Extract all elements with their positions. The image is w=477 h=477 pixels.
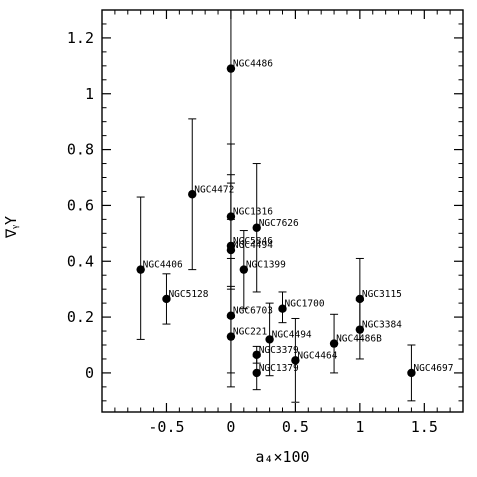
data-point <box>265 335 274 344</box>
point-label: NGC7626 <box>259 218 299 229</box>
data-point <box>226 64 236 73</box>
plot-frame <box>101 9 464 413</box>
point-label: NGC4494 <box>233 240 273 251</box>
y-tick-label: 1.2 <box>67 29 94 47</box>
x-tick-label: 1 <box>355 418 364 436</box>
point-label: NGC221 <box>233 327 268 338</box>
point-label: NGC1700 <box>285 299 325 310</box>
points-layer <box>136 64 416 378</box>
data-point <box>226 332 236 341</box>
x-tick-label: 0.5 <box>282 418 309 436</box>
data-point <box>329 339 339 348</box>
point-label: NGC6703 <box>233 306 273 317</box>
point-label: NGC1316 <box>233 207 273 218</box>
point-label: NGC4472 <box>194 184 234 195</box>
point-label: NGC3384 <box>362 320 402 331</box>
x-tick-label: -0.5 <box>148 418 184 436</box>
y-axis-label: ∇ᵧΥ <box>2 216 20 239</box>
data-point <box>355 325 365 334</box>
data-point <box>226 311 236 320</box>
x-tick-label: 1.5 <box>411 418 438 436</box>
data-point <box>226 245 236 255</box>
data-point <box>239 265 249 274</box>
data-point <box>188 190 197 199</box>
point-labels-layer: NGC4486NGC4472NGC1316NGC7626NGC5846NGC44… <box>143 59 454 374</box>
data-point <box>162 294 171 304</box>
x-axis-label: a₄×100 <box>255 448 309 466</box>
x-tick-label: 0 <box>226 418 235 436</box>
data-point <box>226 212 236 221</box>
point-label: NGC1379 <box>259 363 299 374</box>
data-point <box>136 265 145 274</box>
data-point <box>291 356 300 365</box>
data-point <box>407 368 416 378</box>
data-point <box>355 294 365 304</box>
point-label: NGC4486B <box>336 334 382 345</box>
y-tick-label: 0.4 <box>67 252 94 270</box>
data-point <box>252 368 261 378</box>
point-label: NGC4494 <box>272 329 312 340</box>
y-tick-label: 1 <box>85 85 94 103</box>
y-tick-label: 0 <box>85 364 94 382</box>
point-label: NGC4697 <box>413 363 453 374</box>
y-tick-label: 0.8 <box>67 141 94 159</box>
ticks-layer: -0.5 0 0.5 1 1.5 0 0.2 0.4 0.6 0.8 1 1.2 <box>67 10 463 436</box>
data-point <box>252 223 261 232</box>
y-tick-label: 0.2 <box>67 308 94 326</box>
data-point <box>252 350 261 359</box>
point-label: NGC3379 <box>259 345 299 356</box>
data-point <box>278 304 287 313</box>
point-label: NGC4486 <box>233 59 273 70</box>
point-label: NGC5846 <box>233 236 273 247</box>
point-label: NGC4406 <box>143 260 183 271</box>
point-label: NGC3115 <box>362 289 402 300</box>
y-tick-label: 0.6 <box>67 196 94 214</box>
point-label: NGC1399 <box>246 260 286 271</box>
point-label: NGC4464 <box>297 350 337 361</box>
point-label: NGC5128 <box>168 289 208 300</box>
